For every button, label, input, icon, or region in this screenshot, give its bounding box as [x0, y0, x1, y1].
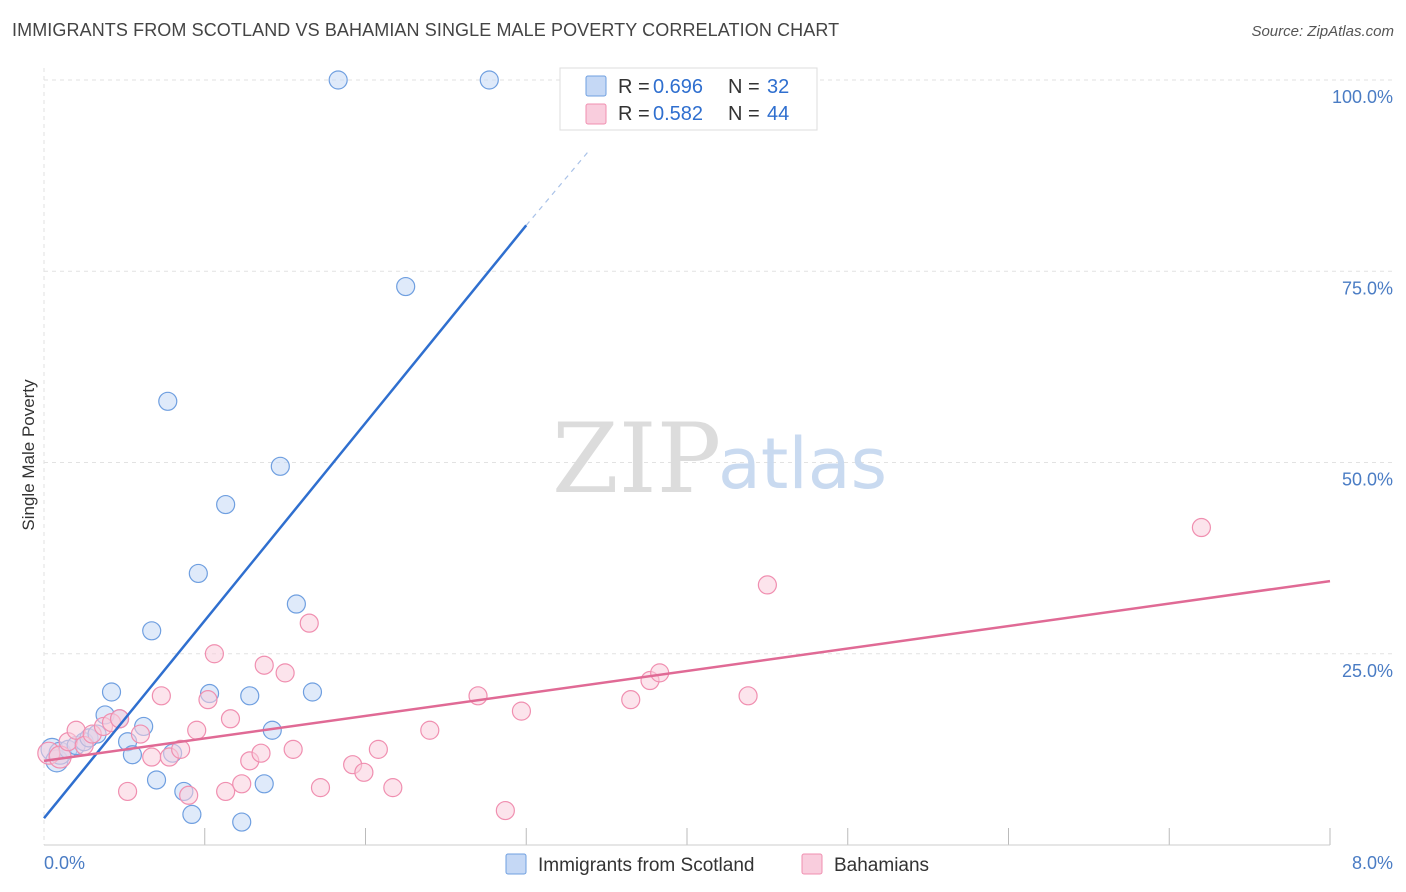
point-bahamians-11	[142, 747, 162, 767]
point-scotland-14	[142, 621, 162, 641]
legend-r-label-scotland: R =	[618, 76, 650, 98]
bottom-legend-label-scotland: Immigrants from Scotland	[538, 855, 754, 876]
point-bahamians-10	[130, 724, 151, 744]
bottom-legend-label-bahamians: Bahamians	[834, 855, 929, 876]
legend-r-value-scotland: 0.696	[653, 76, 703, 98]
watermark: ZIP atlas	[552, 403, 887, 515]
point-bahamians-23	[251, 743, 271, 763]
watermark-atlas: atlas	[718, 423, 887, 505]
point-bahamians-14	[171, 739, 191, 759]
legend-swatch-scotland	[585, 75, 607, 97]
trend-line-scotland	[43, 224, 528, 820]
y-tick-label-2: 75.0%	[1342, 278, 1393, 298]
point-scotland-16	[158, 391, 178, 411]
point-scotland-20	[188, 563, 208, 584]
point-scotland-29	[302, 682, 323, 702]
point-bahamians-42	[1191, 517, 1212, 538]
legend-r-value-bahamians: 0.582	[653, 103, 703, 125]
point-bahamians-24	[254, 655, 274, 675]
point-bahamians-26	[283, 739, 303, 759]
point-bahamians-18	[204, 644, 224, 664]
tick-labels: 25.0% 50.0% 75.0% 100.0% 0.0% 8.0%	[44, 87, 1393, 873]
chart-title: IMMIGRANTS FROM SCOTLAND VS BAHAMIAN SIN…	[12, 20, 840, 40]
point-bahamians-25	[275, 663, 295, 683]
bottom-legend: Immigrants from Scotland Bahamians	[505, 853, 929, 876]
legend-n-label-scotland: N =	[728, 76, 760, 98]
point-bahamians-41	[757, 575, 777, 595]
point-scotland-15	[146, 770, 167, 790]
y-tick-label-3: 100.0%	[1332, 87, 1393, 107]
point-bahamians-37	[621, 690, 641, 710]
trend-lines	[43, 148, 1331, 820]
point-bahamians-16	[187, 720, 207, 740]
legend: R = 0.696 N = 32 R = 0.582 N = 44	[559, 67, 818, 131]
legend-swatch-bahamians	[585, 103, 607, 125]
trend-line-scotland-extension	[525, 148, 592, 226]
point-bahamians-12	[151, 686, 171, 706]
series-bahamians-points	[37, 517, 1212, 821]
legend-n-value-scotland: 32	[767, 76, 789, 98]
point-scotland-30	[328, 70, 348, 90]
point-bahamians-8	[109, 709, 130, 729]
point-scotland-28	[286, 594, 306, 614]
point-bahamians-33	[420, 720, 440, 740]
point-scotland-25	[254, 774, 274, 794]
point-bahamians-35	[495, 800, 515, 821]
legend-n-label-bahamians: N =	[728, 103, 760, 125]
x-tick-label-1: 8.0%	[1352, 853, 1393, 873]
point-scotland-27	[270, 456, 290, 476]
bottom-legend-swatch-bahamians	[801, 853, 823, 875]
x-tick-label-0: 0.0%	[44, 853, 85, 873]
point-bahamians-40	[738, 686, 758, 706]
point-scotland-22	[216, 494, 236, 515]
point-bahamians-30	[354, 762, 374, 782]
point-bahamians-31	[368, 739, 388, 759]
source-label: Source: ZipAtlas.com	[1251, 23, 1394, 40]
point-bahamians-28	[310, 778, 331, 798]
legend-n-value-bahamians: 44	[767, 103, 789, 125]
point-scotland-24	[240, 686, 260, 706]
trend-line-bahamians	[43, 579, 1331, 763]
y-tick-label-1: 50.0%	[1342, 470, 1393, 490]
point-bahamians-21	[232, 774, 252, 794]
point-bahamians-9	[117, 781, 138, 802]
point-bahamians-20	[220, 709, 241, 729]
point-scotland-31	[396, 276, 416, 297]
point-scotland-32	[479, 70, 499, 90]
point-scotland-23	[232, 812, 252, 832]
point-scotland-9	[101, 682, 122, 702]
watermark-zip: ZIP	[552, 403, 721, 515]
bottom-legend-swatch-scotland	[505, 853, 527, 875]
point-bahamians-27	[299, 613, 319, 633]
y-axis-label: Single Male Poverty	[19, 379, 38, 531]
point-bahamians-15	[179, 785, 199, 805]
point-bahamians-32	[383, 778, 403, 798]
point-bahamians-36	[511, 701, 532, 721]
y-tick-label-0: 25.0%	[1342, 661, 1393, 681]
point-bahamians-19	[216, 781, 236, 802]
legend-r-label-bahamians: R =	[618, 103, 650, 125]
point-scotland-19	[182, 804, 202, 825]
point-bahamians-17	[198, 690, 218, 710]
